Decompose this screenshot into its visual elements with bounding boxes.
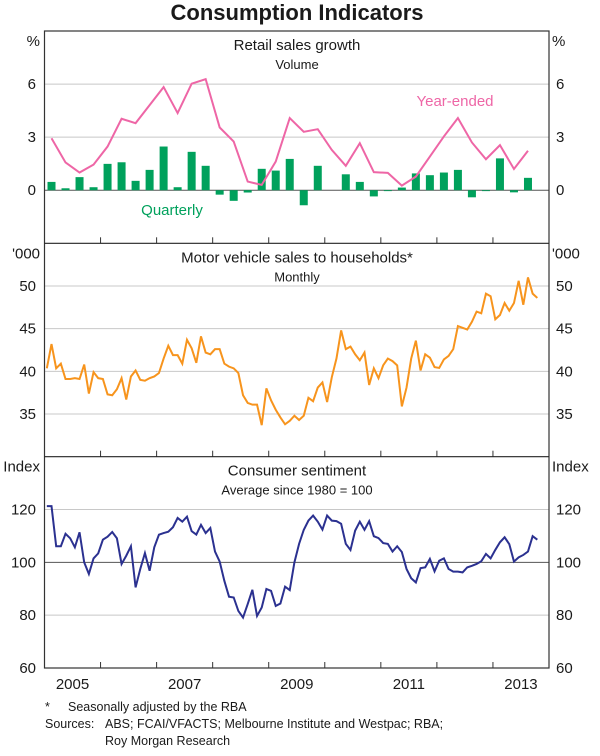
bar-quarterly [495,158,504,191]
bar-quarterly [523,177,532,191]
bar-quarterly [341,174,350,191]
bar-quarterly [271,170,280,191]
bar-quarterly [481,190,490,192]
bar-quarterly [145,169,154,191]
y-tick-label-left: 40 [19,363,36,380]
line-year-ended [50,77,529,187]
bar-quarterly [47,181,56,191]
sources-line1: ABS; FCAI/VFACTS; Melbourne Institute an… [105,717,443,731]
panel-2: 35 35 40 40 45 45 50 50 '000 '000 Motor vehicle sa… [12,245,580,457]
bar-quarterly [425,175,434,191]
bar-quarterly [89,187,98,191]
plot-frame [43,30,550,669]
bar-quarterly [201,165,210,191]
bar-quarterly [187,151,196,191]
bar-quarterly [61,188,70,191]
y-tick-label-left: 6 [28,76,36,93]
bar-quarterly [243,190,252,193]
y-unit-right: '000 [552,245,580,262]
footnote-text: Seasonally adjusted by the RBA [68,700,247,714]
legend-quarterly: Quarterly [141,202,203,219]
bar-quarterly [131,180,140,191]
bar-quarterly [299,190,308,206]
x-tick-label: 2009 [280,676,313,693]
x-tick-label: 2005 [56,676,89,693]
bar-quarterly [257,168,266,191]
y-tick-label-right: 6 [556,76,564,93]
panel-subtitle: Average since 1980 = 100 [221,483,372,498]
bar-quarterly [453,169,462,191]
bar-quarterly [229,190,238,201]
panel-subtitle: Monthly [274,269,320,284]
y-tick-label-right: 50 [556,278,573,295]
y-tick-label-left: 80 [19,607,36,624]
y-unit-right: % [552,33,565,50]
y-unit-left: % [27,33,40,50]
panel-title: Consumer sentiment [228,463,367,480]
legend-year-ended: Year-ended [416,93,493,110]
bar-quarterly [103,163,112,191]
y-unit-right: Index [552,459,589,476]
bar-quarterly [215,190,224,195]
y-tick-label-right: 100 [556,554,581,571]
panel-3: 60 60 80 80 100 100 120 120 Index Index Consumer s… [3,459,589,677]
bar-quarterly [285,158,294,191]
chart-title: Consumption Indicators [171,0,424,25]
footnote-star: * [45,700,50,714]
sources-label: Sources: [45,717,94,731]
line-consumer-sentiment [46,505,538,620]
bar-quarterly [173,187,182,191]
y-tick-label-right: 45 [556,321,573,338]
y-tick-label-left: 60 [19,660,36,677]
y-tick-label-left: 3 [28,129,36,146]
bar-quarterly [439,172,448,191]
y-unit-left: Index [3,459,40,476]
y-tick-label-left: 100 [11,554,36,571]
bar-quarterly [467,190,476,198]
y-tick-label-right: 120 [556,502,581,519]
bar-quarterly [383,190,392,192]
y-tick-label-right: 60 [556,660,573,677]
panel-subtitle: Volume [275,57,318,72]
y-tick-label-right: 80 [556,607,573,624]
y-tick-label-right: 35 [556,406,573,423]
y-tick-label-right: 0 [556,182,564,199]
y-tick-label-right: 3 [556,129,564,146]
bar-quarterly [509,190,518,193]
y-tick-label-right: 40 [556,363,573,380]
y-tick-label-left: 45 [19,321,36,338]
y-tick-label-left: 120 [11,502,36,519]
sources-line2: Roy Morgan Research [105,734,230,748]
bar-quarterly [355,181,364,191]
panel-title: Retail sales growth [234,37,361,54]
bar-quarterly [159,146,168,191]
x-tick-label: 2013 [504,676,537,693]
y-tick-label-left: 0 [28,182,36,199]
line-motor-vehicle-sales [45,277,538,426]
y-tick-label-left: 50 [19,278,36,295]
x-tick-label: 2007 [168,676,201,693]
panel-title: Motor vehicle sales to households* [181,249,413,266]
y-tick-label-left: 35 [19,406,36,423]
bar-quarterly [75,177,84,191]
x-tick-label: 2011 [393,676,425,693]
panel-1: 0 0 3 3 6 6% % Retail sales growth Volume Year-en… [27,33,565,244]
bar-quarterly [369,190,378,197]
bar-quarterly [411,173,420,191]
y-unit-left: '000 [12,245,40,262]
bar-quarterly [397,187,406,191]
bar-quarterly [117,162,126,191]
bar-quarterly [313,165,322,191]
